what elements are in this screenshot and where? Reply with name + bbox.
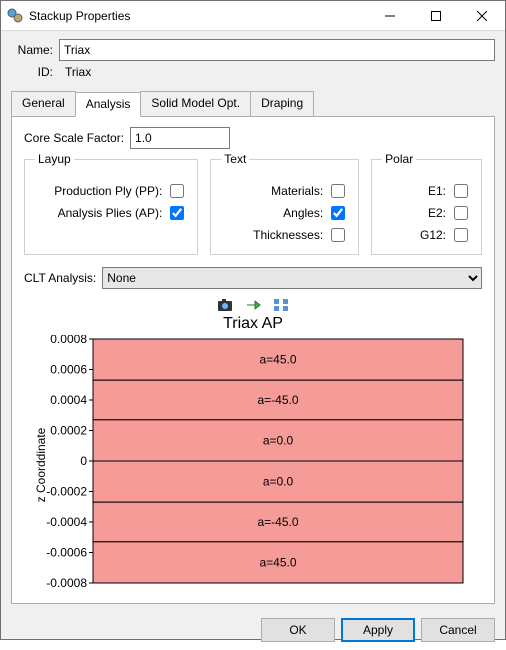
chart-toolbar — [24, 297, 482, 313]
name-label: Name: — [11, 43, 53, 57]
svg-text:a=0.0: a=0.0 — [263, 475, 294, 489]
e2-label: E2: — [428, 206, 446, 220]
group-layup: Layup Production Ply (PP): Analysis Plie… — [24, 159, 198, 255]
g12-checkbox[interactable] — [454, 228, 468, 242]
svg-text:-0.0004: -0.0004 — [46, 515, 87, 529]
chart-title: Triax AP — [24, 315, 482, 333]
ap-label: Analysis Plies (AP): — [58, 206, 163, 220]
ok-button[interactable]: OK — [261, 618, 335, 642]
tab-analysis[interactable]: Analysis — [75, 92, 142, 117]
group-layup-legend: Layup — [35, 152, 74, 166]
svg-text:-0.0008: -0.0008 — [46, 576, 87, 590]
group-text: Text Materials: Angles: Thicknesses: — [210, 159, 359, 255]
svg-text:0.0006: 0.0006 — [50, 363, 87, 377]
clt-analysis-label: CLT Analysis: — [24, 271, 96, 285]
chart: Triax AP z Coorddinate0.00080.00060.0004… — [24, 315, 482, 595]
svg-text:0.0008: 0.0008 — [50, 335, 87, 346]
thicknesses-checkbox[interactable] — [331, 228, 345, 242]
svg-text:0.0004: 0.0004 — [50, 393, 87, 407]
e1-label: E1: — [428, 184, 446, 198]
svg-text:a=-45.0: a=-45.0 — [257, 393, 298, 407]
content: Name: ID: Triax General Analysis Solid M… — [1, 31, 505, 610]
group-polar-legend: Polar — [382, 152, 416, 166]
materials-checkbox[interactable] — [331, 184, 345, 198]
window: Stackup Properties Name: ID: Triax Gener… — [0, 0, 506, 640]
svg-text:a=45.0: a=45.0 — [259, 353, 296, 367]
app-icon — [7, 8, 23, 24]
angles-checkbox[interactable] — [331, 206, 345, 220]
dialog-footer: OK Apply Cancel — [1, 610, 505, 650]
tab-draping[interactable]: Draping — [250, 91, 314, 116]
group-polar: Polar E1: E2: G12: — [371, 159, 482, 255]
svg-text:0.0002: 0.0002 — [50, 424, 87, 438]
thicknesses-label: Thicknesses: — [253, 228, 323, 242]
svg-text:a=-45.0: a=-45.0 — [257, 515, 298, 529]
clt-analysis-select[interactable]: None — [102, 267, 482, 289]
svg-text:-0.0006: -0.0006 — [46, 546, 87, 560]
tab-general[interactable]: General — [11, 91, 76, 116]
svg-text:a=0.0: a=0.0 — [263, 433, 294, 447]
apply-button[interactable]: Apply — [341, 618, 415, 642]
camera-icon[interactable] — [216, 297, 234, 313]
minimize-button[interactable] — [367, 1, 413, 31]
ap-checkbox[interactable] — [170, 206, 184, 220]
tab-solid-model-opt[interactable]: Solid Model Opt. — [140, 91, 251, 116]
chart-svg: z Coorddinate0.00080.00060.00040.00020-0… — [24, 335, 482, 595]
pp-checkbox[interactable] — [170, 184, 184, 198]
svg-text:a=45.0: a=45.0 — [259, 555, 296, 569]
tab-panel-analysis: Core Scale Factor: Layup Production Ply … — [11, 116, 495, 604]
angles-label: Angles: — [283, 206, 323, 220]
tab-bar: General Analysis Solid Model Opt. Drapin… — [11, 91, 495, 116]
close-button[interactable] — [459, 1, 505, 31]
arrow-right-icon[interactable] — [244, 297, 262, 313]
pp-label: Production Ply (PP): — [54, 184, 162, 198]
svg-text:-0.0002: -0.0002 — [46, 485, 87, 499]
window-title: Stackup Properties — [29, 9, 367, 23]
core-scale-factor-label: Core Scale Factor: — [24, 131, 124, 145]
e2-checkbox[interactable] — [454, 206, 468, 220]
cancel-button[interactable]: Cancel — [421, 618, 495, 642]
id-value: Triax — [65, 65, 91, 79]
maximize-button[interactable] — [413, 1, 459, 31]
core-scale-factor-input[interactable] — [130, 127, 230, 149]
svg-text:0: 0 — [80, 454, 87, 468]
materials-label: Materials: — [271, 184, 323, 198]
group-text-legend: Text — [221, 152, 249, 166]
fit-icon[interactable] — [272, 297, 290, 313]
e1-checkbox[interactable] — [454, 184, 468, 198]
name-input[interactable] — [59, 39, 495, 61]
id-label: ID: — [11, 65, 53, 79]
titlebar: Stackup Properties — [1, 1, 505, 31]
g12-label: G12: — [420, 228, 446, 242]
